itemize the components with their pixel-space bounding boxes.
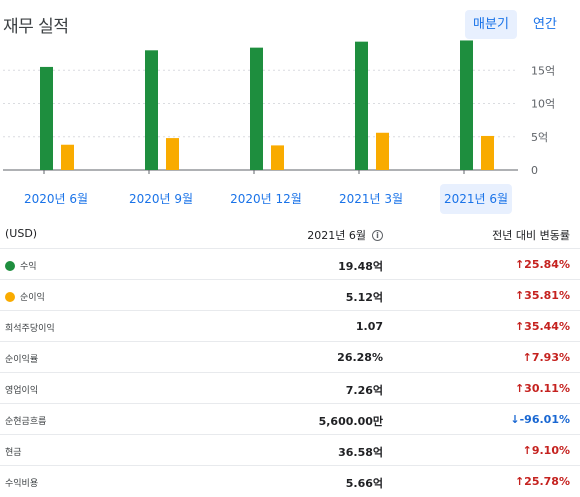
net-income-bar[interactable]: [376, 132, 389, 170]
quarterly-toggle-button[interactable]: 매분기: [465, 10, 517, 39]
row-change-value: 25.78%: [524, 475, 570, 488]
period-header: 2021년 6월 i: [307, 227, 383, 243]
arrow-up-icon: ↑: [514, 320, 525, 333]
period-button[interactable]: 2021년 3월: [338, 192, 404, 206]
row-label-text: 수익: [20, 262, 37, 272]
revenue-bar[interactable]: [40, 66, 53, 170]
revenue-bar[interactable]: [355, 41, 368, 170]
y-tick-label: 0: [531, 164, 538, 177]
info-icon[interactable]: i: [372, 229, 383, 241]
financial-table: (USD) 2021년 6월 i 전년 대비 변동률 수익 19.48억 ↑25.8…: [0, 218, 580, 497]
row-label: 수익비용: [5, 476, 38, 489]
net-income-bar[interactable]: [61, 144, 74, 170]
row-label: 순현금흐름: [5, 414, 46, 427]
period-button[interactable]: 2020년 12월: [230, 192, 302, 206]
arrow-up-icon: ↑: [514, 475, 525, 488]
period-button[interactable]: 2021년 6월: [440, 184, 512, 214]
row-change: ↑35.44%: [515, 320, 570, 333]
row-label: 영업이익: [5, 383, 38, 396]
period-button[interactable]: 2020년 6월: [23, 192, 89, 206]
row-label-text: 현금: [5, 448, 22, 458]
row-change: ↑7.93%: [523, 351, 570, 364]
period-selector: 2020년 6월 2020년 9월 2020년 12월 2021년 3월 2021년 6…: [0, 182, 580, 216]
row-value: 5.66억: [345, 477, 383, 490]
row-label: 순이익률: [5, 352, 38, 365]
row-change-value: 9.10%: [531, 444, 570, 457]
row-change-value: 35.44%: [524, 320, 570, 333]
currency-header: (USD): [5, 227, 38, 240]
table-row: 현금 36.58억 ↑9.10%: [0, 435, 580, 466]
row-value: 1.07: [355, 320, 383, 333]
row-label-text: 순이익: [20, 293, 45, 303]
table-header: (USD) 2021년 6월 i 전년 대비 변동률: [0, 218, 580, 249]
revenue-legend-dot: [5, 260, 15, 271]
row-change: ↑25.78%: [515, 475, 570, 488]
row-label-text: 영업이익: [5, 386, 39, 396]
y-tick-label: 10억: [531, 98, 555, 111]
row-change-value: -96.01%: [519, 413, 570, 426]
table-row: 희석주당이익 1.07 ↑35.44%: [0, 311, 580, 342]
period-header-label: 2021년 6월: [307, 229, 366, 242]
row-label-text: 순이익률: [5, 355, 39, 365]
row-value: 7.26억: [345, 384, 383, 397]
row-change: ↑9.10%: [523, 444, 570, 457]
net-income-bar[interactable]: [271, 145, 284, 170]
table-row: 순현금흐름 5,600.00만 ↓-96.01%: [0, 404, 580, 435]
arrow-up-icon: ↑: [514, 258, 525, 271]
row-label-text: 수익비용: [5, 479, 39, 489]
row-change: ↑35.81%: [515, 289, 570, 302]
row-change-value: 35.81%: [524, 289, 570, 302]
row-value: 36.58억: [338, 446, 383, 459]
change-header: 전년 대비 변동률: [492, 229, 570, 242]
table-row: 영업이익 7.26억 ↑30.11%: [0, 373, 580, 404]
table-row: 수익비용 5.66억 ↑25.78%: [0, 466, 580, 497]
arrow-down-icon: ↓: [510, 413, 520, 426]
row-label: 희석주당이익: [5, 321, 55, 334]
revenue-bar[interactable]: [145, 50, 158, 170]
y-tick-label: 5억: [531, 131, 548, 144]
table-row: 순이익률 26.28% ↑7.93%: [0, 342, 580, 373]
row-value: 19.48억: [338, 260, 383, 273]
table-row: 수익 19.48억 ↑25.84%: [0, 249, 580, 280]
financial-bar-chart: 0 5억 10억 15억: [3, 40, 555, 177]
row-change-value: 7.93%: [531, 351, 570, 364]
financial-header: 재무 실적 매분기 연간: [0, 0, 580, 40]
row-change-value: 25.84%: [524, 258, 570, 271]
row-change-value: 30.11%: [524, 382, 570, 395]
row-value: 5,600.00만: [318, 415, 383, 428]
row-label: 수익: [5, 259, 37, 272]
period-button[interactable]: 2020년 9월: [128, 192, 194, 206]
annual-toggle-button[interactable]: 연간: [533, 17, 557, 32]
net-income-bar[interactable]: [481, 135, 494, 170]
table-row: 순이익 5.12억 ↑35.81%: [0, 280, 580, 311]
net-income-bar[interactable]: [166, 138, 179, 170]
row-change: ↑25.84%: [515, 258, 570, 271]
arrow-up-icon: ↑: [514, 382, 525, 395]
revenue-bar[interactable]: [460, 40, 473, 170]
arrow-up-icon: ↑: [522, 444, 532, 457]
row-value: 26.28%: [337, 351, 383, 364]
page-title: 재무 실적: [3, 17, 69, 37]
revenue-bar[interactable]: [250, 47, 263, 170]
row-label: 현금: [5, 445, 22, 458]
arrow-up-icon: ↑: [522, 351, 532, 364]
y-tick-label: 15억: [531, 64, 555, 77]
row-label-text: 희석주당이익: [5, 324, 55, 334]
row-value: 5.12억: [345, 291, 383, 304]
row-label: 순이익: [5, 290, 45, 303]
arrow-up-icon: ↑: [514, 289, 525, 302]
row-change: ↑30.11%: [515, 382, 570, 395]
net-income-legend-dot: [5, 291, 15, 302]
row-change: ↓-96.01%: [510, 413, 570, 426]
row-label-text: 순현금흐름: [5, 417, 47, 427]
